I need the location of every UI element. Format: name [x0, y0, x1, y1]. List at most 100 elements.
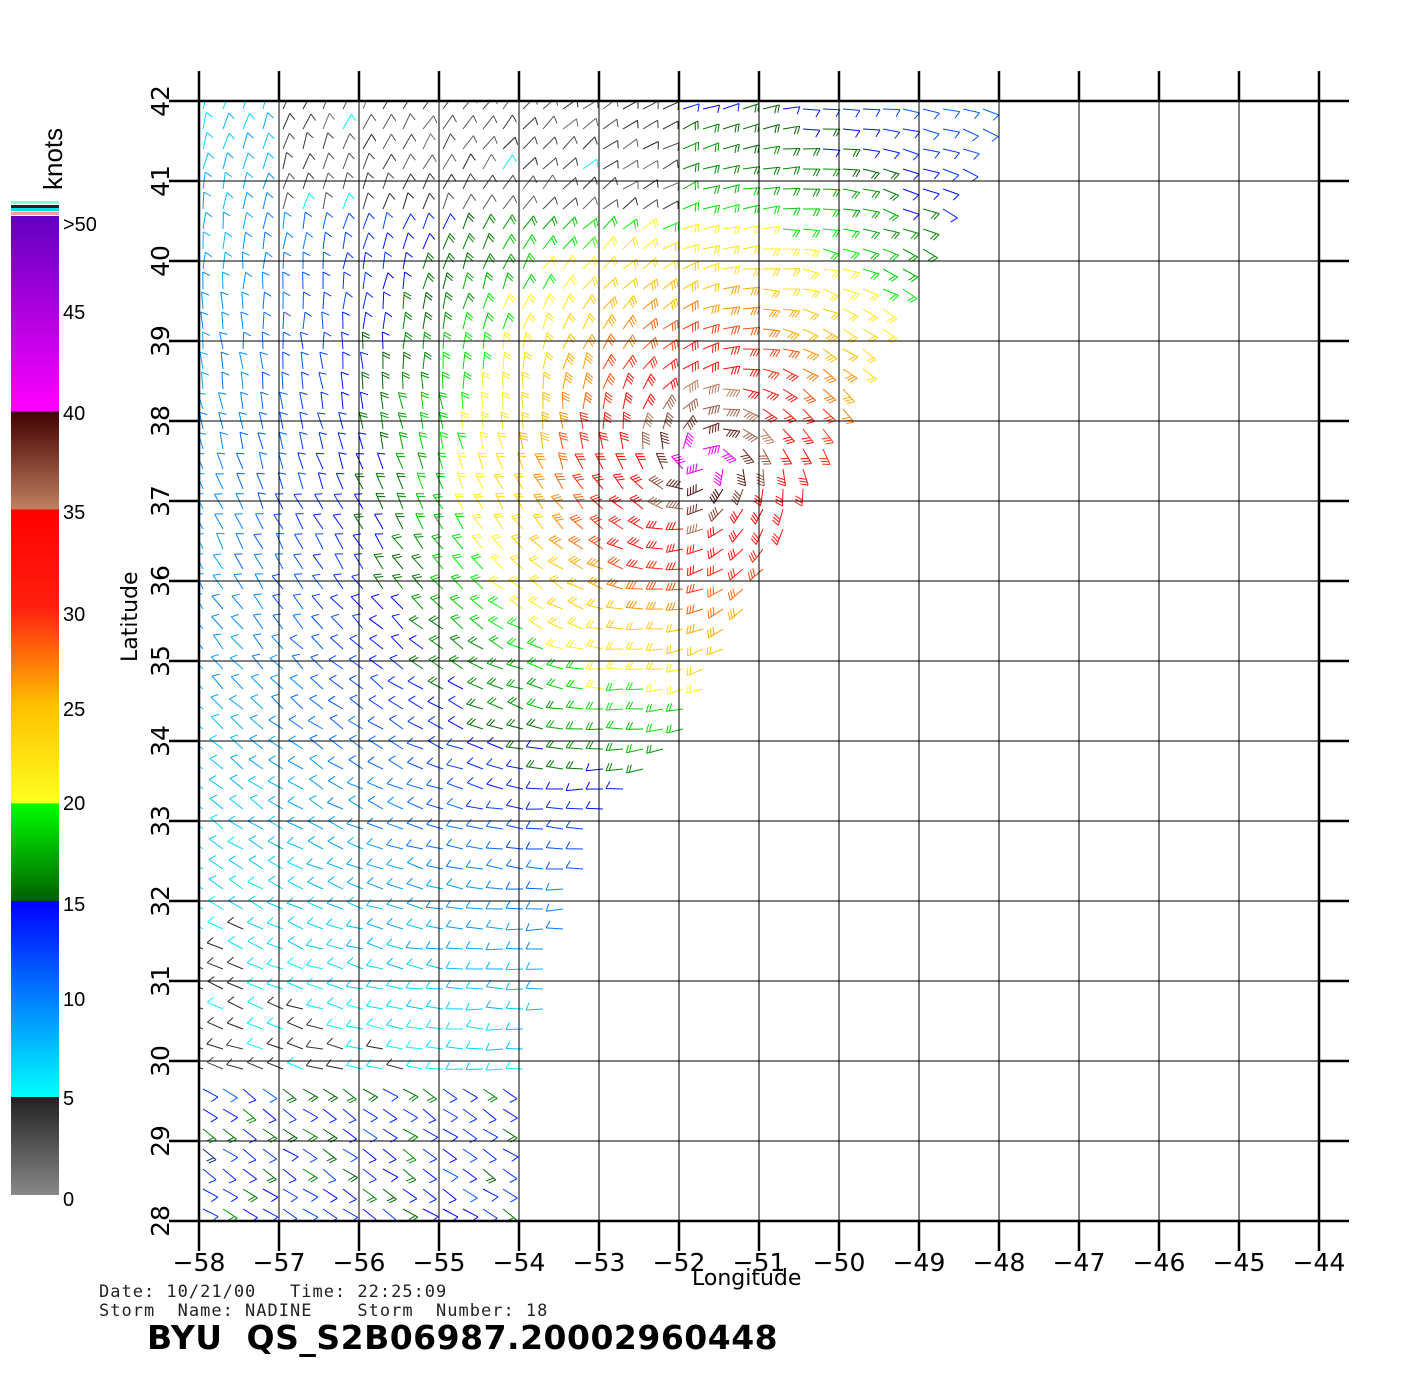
wind-barb: [282, 1088, 297, 1104]
wind-barb: [762, 328, 781, 338]
wind-barb: [605, 742, 624, 751]
wind-barb: [522, 215, 538, 230]
wind-barb: [329, 714, 344, 730]
wind-barb: [367, 756, 384, 770]
wind-barb: [406, 856, 424, 870]
wind-barb: [355, 453, 365, 470]
wind-barb: [582, 294, 597, 310]
wind-barb: [442, 1088, 458, 1103]
wind-barb: [246, 916, 264, 930]
wind-barb: [340, 371, 349, 390]
wind-barb: [442, 1188, 457, 1204]
wind-barb: [292, 593, 304, 610]
wind-barb: [622, 295, 638, 310]
wind-barb: [682, 243, 700, 253]
wind-barb: [348, 715, 364, 730]
wind-barb: [802, 148, 821, 157]
wind-barb: [762, 268, 781, 277]
wind-barb: [662, 159, 679, 170]
wind-barb: [286, 956, 304, 970]
wind-barb: [386, 917, 404, 930]
wind-barb: [408, 695, 424, 710]
y-tick-label: 39: [146, 325, 175, 357]
wind-barb: [742, 286, 761, 296]
wind-barb: [445, 1021, 464, 1030]
wind-barb: [625, 744, 644, 754]
wind-barb: [445, 900, 464, 910]
wind-barb: [686, 565, 704, 577]
wind-barb: [262, 112, 274, 130]
wind-barb: [605, 720, 624, 730]
wind-barb: [606, 537, 624, 550]
wind-barb: [242, 1088, 257, 1104]
wind-barb: [642, 297, 659, 311]
wind-barb: [428, 655, 444, 670]
wind-barb: [753, 488, 764, 507]
wind-barb: [722, 143, 740, 154]
wind-barb: [286, 836, 304, 850]
wind-barb: [408, 655, 424, 670]
wind-barb: [686, 503, 704, 516]
wind-barb: [662, 200, 679, 210]
wind-barb: [506, 798, 524, 810]
wind-barb: [525, 961, 544, 970]
wind-barb: [442, 233, 456, 250]
wind-barb: [562, 135, 578, 150]
wind-barb: [442, 272, 454, 290]
wind-barb: [212, 553, 224, 570]
wind-barb: [502, 293, 516, 310]
wind-barb: [199, 745, 204, 750]
wind-barb: [202, 1088, 219, 1103]
wind-barb: [902, 108, 920, 120]
wind-barb: [742, 225, 761, 235]
wind-barb: [234, 513, 244, 530]
wind-barb: [842, 348, 859, 363]
wind-barb: [379, 431, 389, 450]
wind-barb: [606, 578, 624, 590]
wind-barb: [665, 521, 684, 531]
wind-barb: [728, 528, 744, 543]
wind-barb: [425, 999, 444, 1010]
wind-barb: [842, 228, 861, 239]
wind-barb: [722, 388, 741, 398]
wind-barb: [686, 463, 704, 475]
wind-barb: [822, 248, 840, 261]
wind-barb: [902, 188, 920, 201]
wind-barb: [382, 232, 394, 250]
wind-barb: [246, 1037, 264, 1050]
wind-barb: [307, 816, 324, 830]
wind-barb: [287, 796, 304, 810]
wind-barb: [645, 683, 664, 693]
wind-barb: [490, 533, 504, 550]
wind-barb: [771, 528, 784, 546]
wind-barb: [262, 1088, 278, 1103]
wind-barbs: [199, 101, 1000, 1221]
wind-barb: [382, 192, 396, 210]
wind-barb: [273, 513, 284, 530]
wind-barb: [199, 513, 204, 530]
wind-barb: [625, 682, 644, 691]
wind-barb: [402, 134, 417, 150]
wind-barb: [776, 468, 786, 487]
wind-barb: [736, 468, 747, 487]
wind-barb: [622, 354, 638, 370]
wind-barb: [782, 308, 801, 318]
wind-barb: [662, 358, 679, 371]
wind-barb: [722, 164, 741, 174]
wind-barb: [202, 1168, 217, 1184]
wind-barb: [202, 1188, 219, 1203]
wind-barb: [508, 575, 524, 590]
wind-barb: [722, 184, 740, 194]
wind-barb: [230, 754, 244, 770]
wind-barb: [842, 408, 855, 425]
wind-barb: [502, 272, 514, 290]
wind-barb: [842, 308, 859, 322]
wind-barb: [645, 601, 664, 610]
wind-barb: [199, 1066, 204, 1070]
wind-barb: [626, 764, 644, 774]
wind-barb: [302, 311, 312, 330]
wind-barb: [522, 116, 539, 130]
wind-barb: [533, 473, 545, 490]
wind-barb: [230, 614, 244, 630]
wind-barb: [598, 431, 609, 450]
